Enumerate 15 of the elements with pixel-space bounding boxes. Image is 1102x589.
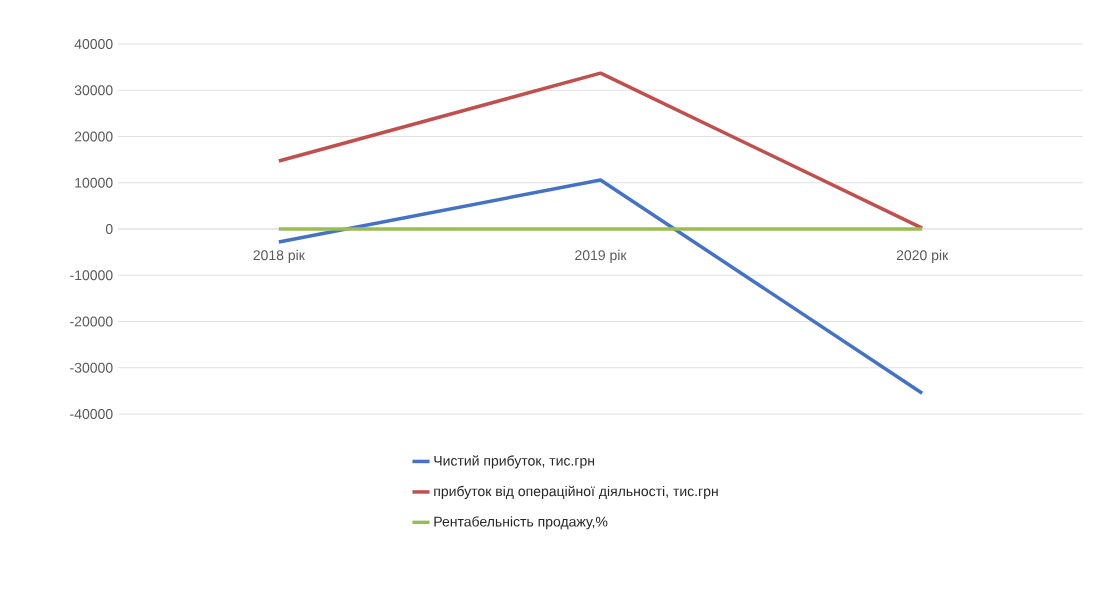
y-tick-label: 0 bbox=[105, 224, 113, 234]
y-tick-label: -30000 bbox=[70, 362, 113, 373]
x-tick-label: 2019 рік bbox=[575, 249, 627, 263]
y-tick-label: 40000 bbox=[74, 39, 113, 49]
legend-label: Чистий прибуток, тис.грн bbox=[434, 455, 595, 469]
y-tick-label: -40000 bbox=[70, 409, 113, 419]
legend-label: Рентабельність продажу,% bbox=[434, 516, 608, 530]
y-tick-label: -20000 bbox=[70, 316, 113, 327]
y-tick-label: 10000 bbox=[75, 177, 113, 188]
x-tick-label: 2018 рік bbox=[253, 249, 305, 263]
legend-label: прибуток від операційної діяльності, тис.грн bbox=[434, 485, 718, 499]
y-tick-label: 30000 bbox=[74, 85, 113, 96]
y-tick-label: -10000 bbox=[70, 270, 113, 281]
x-tick-label: 2020 рік bbox=[896, 249, 949, 263]
y-tick-label: 20000 bbox=[74, 131, 113, 142]
